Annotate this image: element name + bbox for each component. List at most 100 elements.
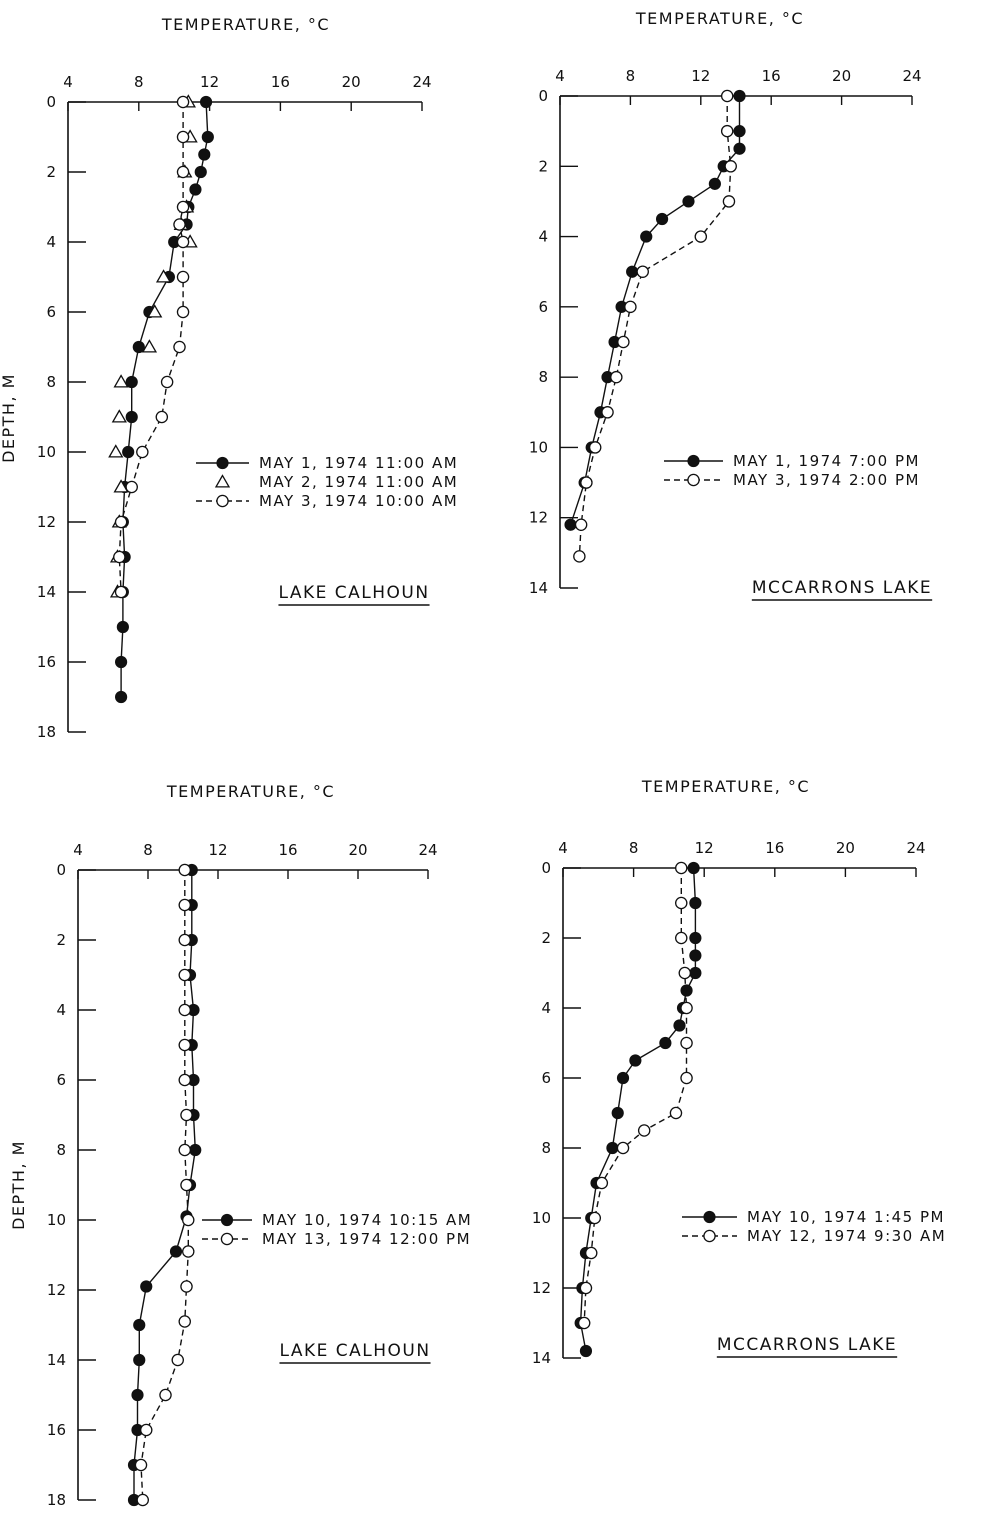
data-point — [708, 177, 721, 190]
data-point — [122, 445, 135, 459]
data-point — [155, 269, 172, 283]
data-point — [577, 1316, 591, 1330]
data-point — [178, 968, 191, 982]
data-point — [178, 1315, 191, 1328]
x-tick-label: 20 — [832, 67, 851, 85]
data-point — [669, 1106, 683, 1120]
y-axis-title: DEPTH, M — [9, 1140, 28, 1230]
x-tick-label: 20 — [836, 839, 855, 857]
data-point — [180, 1108, 193, 1122]
data-point — [689, 896, 702, 910]
y-tick-label: 10 — [37, 443, 56, 461]
y-tick-label: 4 — [56, 1001, 66, 1019]
legend-marker — [703, 1210, 716, 1224]
data-point — [141, 339, 158, 353]
legend-marker — [687, 473, 700, 487]
data-point — [113, 550, 126, 564]
y-tick-label: 14 — [529, 579, 548, 597]
data-point — [680, 1036, 693, 1050]
legend-marker — [687, 454, 700, 468]
y-tick-label: 12 — [37, 513, 56, 531]
data-point — [171, 1353, 184, 1367]
data-point — [573, 550, 586, 563]
data-point — [114, 515, 128, 529]
data-point — [194, 165, 207, 179]
data-point — [155, 410, 169, 424]
data-point — [133, 1353, 146, 1367]
y-tick-label: 2 — [46, 163, 56, 181]
data-point — [733, 125, 746, 138]
data-point — [189, 1143, 202, 1157]
data-point — [136, 445, 149, 459]
data-point — [111, 409, 127, 423]
data-point — [180, 1178, 193, 1192]
x-tick-label: 24 — [412, 73, 431, 91]
y-tick-label: 2 — [541, 929, 551, 947]
data-point — [178, 898, 191, 912]
data-point — [108, 444, 124, 458]
data-point — [673, 1019, 686, 1032]
x-axis-title: TEMPERATURE, °C — [166, 782, 335, 801]
y-tick-label: 12 — [529, 509, 548, 527]
x-tick-label: 24 — [902, 67, 921, 85]
data-point — [125, 410, 138, 424]
data-point — [176, 95, 190, 109]
series-line — [578, 96, 732, 557]
data-point — [147, 304, 163, 318]
x-tick-label: 24 — [906, 839, 925, 857]
data-point — [689, 966, 702, 980]
x-tick-label: 12 — [691, 67, 710, 85]
series-2 — [573, 89, 737, 563]
data-point — [198, 148, 211, 161]
x-tick-label: 12 — [695, 839, 714, 857]
y-tick-label: 0 — [538, 87, 548, 105]
y-tick-label: 0 — [56, 861, 66, 879]
series-1 — [564, 89, 746, 531]
data-point — [680, 1001, 693, 1015]
data-point — [116, 620, 129, 634]
data-point — [655, 212, 669, 226]
x-tick-label: 12 — [200, 73, 219, 91]
series-3 — [113, 95, 190, 599]
legend-marker — [703, 1229, 716, 1243]
data-point — [159, 1388, 172, 1402]
y-tick-label: 16 — [37, 653, 56, 671]
legend-marker — [216, 456, 229, 470]
data-point — [115, 655, 128, 669]
y-tick-label: 6 — [538, 298, 548, 316]
x-axis-title: TEMPERATURE, °C — [161, 15, 330, 34]
y-tick-label: 4 — [538, 228, 548, 246]
data-point — [140, 1280, 153, 1293]
data-point — [178, 863, 191, 877]
legend-label: MAY 10, 1974 10:15 AM — [262, 1211, 472, 1229]
series-line — [118, 102, 184, 593]
legend-marker — [216, 494, 229, 508]
data-point — [617, 335, 630, 349]
data-point — [675, 931, 688, 945]
data-point — [181, 1213, 195, 1227]
x-tick-label: 8 — [626, 67, 636, 85]
x-tick-label: 20 — [348, 841, 367, 859]
data-point — [201, 130, 214, 144]
y-tick-label: 14 — [47, 1351, 66, 1369]
legend-label: MAY 12, 1974 9:30 AM — [747, 1227, 946, 1245]
data-point — [682, 195, 695, 208]
data-point — [113, 479, 129, 493]
y-tick-label: 12 — [47, 1281, 66, 1299]
legend-label: MAY 3, 1974 2:00 PM — [733, 471, 920, 489]
y-tick-label: 8 — [541, 1139, 551, 1157]
x-tick-label: 8 — [134, 73, 144, 91]
x-tick-label: 8 — [143, 841, 153, 859]
data-point — [136, 1493, 149, 1507]
series-2 — [134, 863, 195, 1507]
data-point — [131, 1388, 144, 1402]
data-point — [616, 1071, 630, 1085]
data-point — [178, 1073, 191, 1087]
data-point — [178, 1038, 191, 1052]
y-axis-title: DEPTH, M — [0, 373, 18, 463]
data-point — [139, 1423, 153, 1437]
data-point — [176, 200, 190, 214]
y-tick-label: 10 — [532, 1209, 551, 1227]
data-point — [113, 374, 129, 388]
